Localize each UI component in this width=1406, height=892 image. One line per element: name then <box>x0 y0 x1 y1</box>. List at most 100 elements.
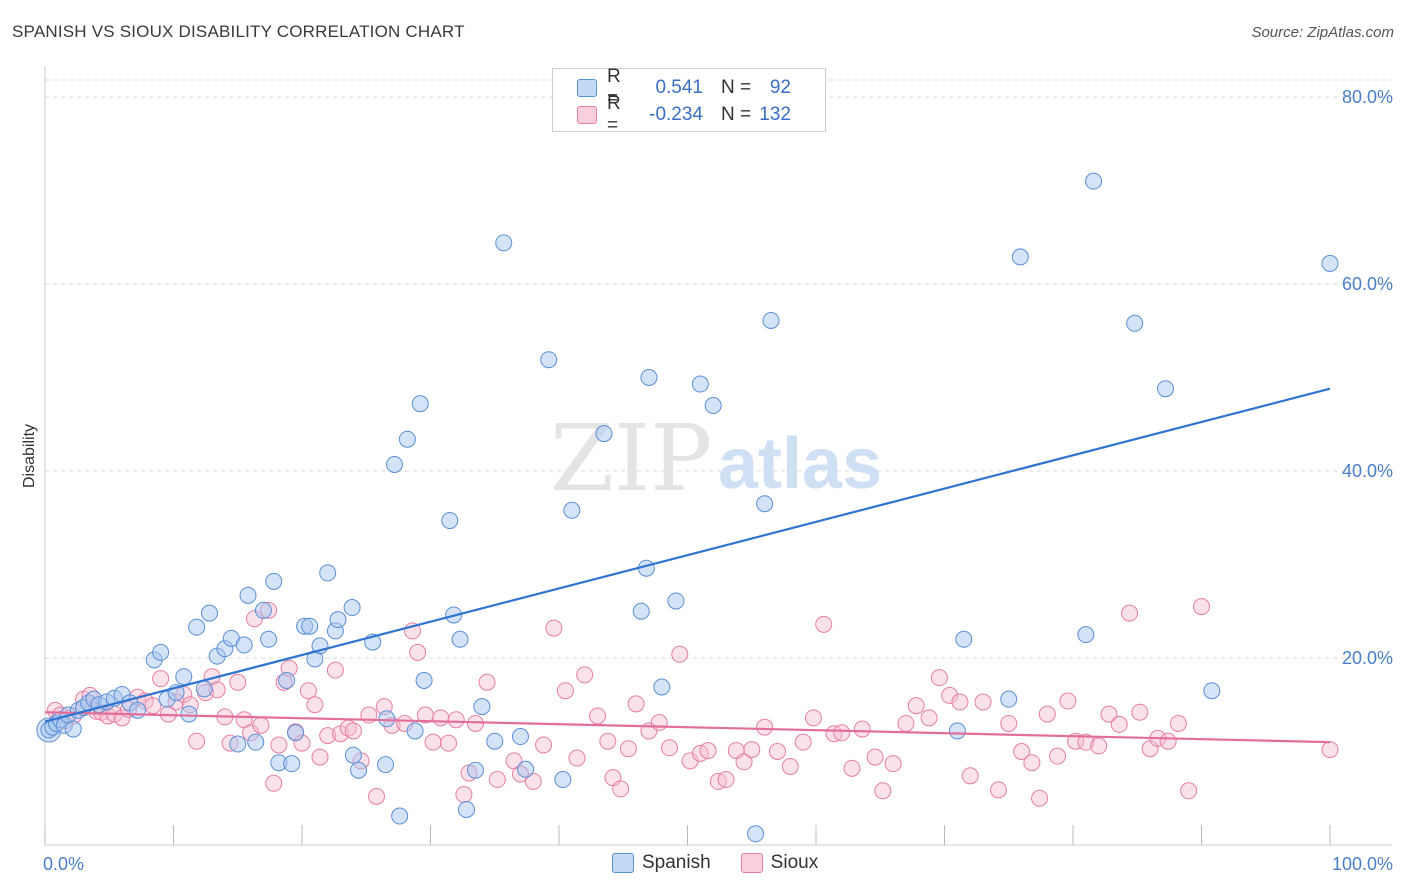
sioux-point <box>1031 789 1049 807</box>
trend-lines <box>44 387 1331 744</box>
spanish-point <box>391 807 409 825</box>
sioux-point <box>1077 733 1095 751</box>
spanish-point <box>451 630 469 648</box>
y-tick-label: 80.0% <box>1342 87 1393 107</box>
spanish-point <box>632 602 650 620</box>
sioux-point <box>650 714 668 732</box>
spanish-point <box>188 618 206 636</box>
sioux-point <box>853 720 871 738</box>
sioux-point <box>326 661 344 679</box>
sioux-point <box>794 733 812 751</box>
spanish-point <box>1077 626 1095 644</box>
sioux-point <box>144 697 162 715</box>
spanish-point <box>283 755 301 773</box>
sioux-point <box>568 749 586 767</box>
spanish-point <box>1157 380 1175 398</box>
sioux-trend-line <box>44 711 1331 744</box>
sioux-point <box>627 695 645 713</box>
spanish-point <box>195 680 213 698</box>
sioux-point <box>1121 604 1139 622</box>
sioux-point <box>1013 743 1031 760</box>
spanish-point <box>667 592 685 610</box>
grid-lines <box>45 79 1392 659</box>
sioux-swatch <box>740 853 763 873</box>
spanish-point <box>319 564 337 582</box>
sioux-swatch <box>577 106 597 124</box>
spanish-point <box>1203 682 1221 700</box>
chart-source: Source: ZipAtlas.com <box>1251 24 1394 41</box>
sioux-point <box>699 742 717 760</box>
sioux-point <box>299 682 317 700</box>
sioux-point <box>1180 782 1198 800</box>
spanish-point <box>329 611 347 629</box>
sioux-point <box>907 697 925 715</box>
spanish-point <box>563 501 581 519</box>
spanish-trend-line <box>44 387 1331 723</box>
n-label: N = <box>721 77 752 98</box>
spanish-point <box>386 455 404 473</box>
spanish-point <box>278 671 296 689</box>
spanish-point <box>377 756 395 774</box>
axes <box>44 66 1392 846</box>
spanish-point <box>200 604 218 622</box>
sioux-point <box>930 669 948 687</box>
sioux-point <box>619 740 637 758</box>
spanish-point <box>457 800 475 818</box>
legend-item-sioux: Sioux <box>740 852 819 874</box>
spanish-point <box>254 601 272 619</box>
sioux-point <box>488 771 506 789</box>
spanish-point <box>344 746 362 764</box>
sioux-point <box>843 759 861 777</box>
spanish-point <box>441 512 459 530</box>
sioux-point <box>1100 705 1118 723</box>
spanish-point <box>948 722 966 740</box>
sioux-point <box>661 739 679 757</box>
spanish-point <box>411 395 429 413</box>
sioux-point <box>1131 703 1149 721</box>
sioux-point <box>1000 714 1018 732</box>
watermark-zip: ZIP <box>550 405 712 512</box>
spanish-point <box>1321 254 1339 272</box>
series-legend: Spanish Sioux <box>612 852 848 874</box>
spanish-point <box>287 724 305 742</box>
sioux-point <box>439 734 457 752</box>
spanish-point <box>129 701 147 719</box>
spanish-point <box>180 705 198 723</box>
spanish-swatch <box>577 79 597 97</box>
spanish-point <box>756 495 774 513</box>
sioux-point <box>1169 714 1187 732</box>
sioux-point <box>319 727 337 745</box>
spanish-point <box>640 369 658 386</box>
sioux-point <box>344 722 362 740</box>
x-tick-label: 0.0% <box>43 854 84 874</box>
spanish-point <box>747 825 765 843</box>
sioux-point <box>1090 737 1108 755</box>
sioux-point <box>743 741 761 759</box>
spanish-point <box>406 722 424 740</box>
r-value: 0.541 <box>655 77 703 98</box>
spanish-points <box>36 172 1339 843</box>
sioux-point <box>1049 747 1067 765</box>
spanish-point <box>595 425 613 443</box>
spanish-point <box>239 586 257 604</box>
sioux-point <box>188 732 206 750</box>
n-label: N = <box>721 104 752 125</box>
y-tick-label: 60.0% <box>1342 274 1393 294</box>
legend-label-sioux: Sioux <box>770 852 819 873</box>
spanish-point <box>511 728 529 746</box>
r-value: -0.234 <box>649 104 703 125</box>
spanish-point <box>1085 172 1103 190</box>
sioux-point <box>1159 732 1177 750</box>
sioux-point <box>941 686 959 704</box>
spanish-point <box>265 572 283 590</box>
spanish-point <box>175 668 193 686</box>
sioux-point <box>1059 692 1077 710</box>
chart-title: SPANISH VS SIOUX DISABILITY CORRELATION … <box>12 22 465 41</box>
sioux-point <box>951 693 969 711</box>
spanish-point <box>64 720 82 738</box>
sioux-point <box>252 716 270 734</box>
spanish-point <box>495 234 513 252</box>
sioux-point <box>1321 741 1339 759</box>
sioux-point <box>974 693 992 711</box>
sioux-point <box>961 767 979 785</box>
